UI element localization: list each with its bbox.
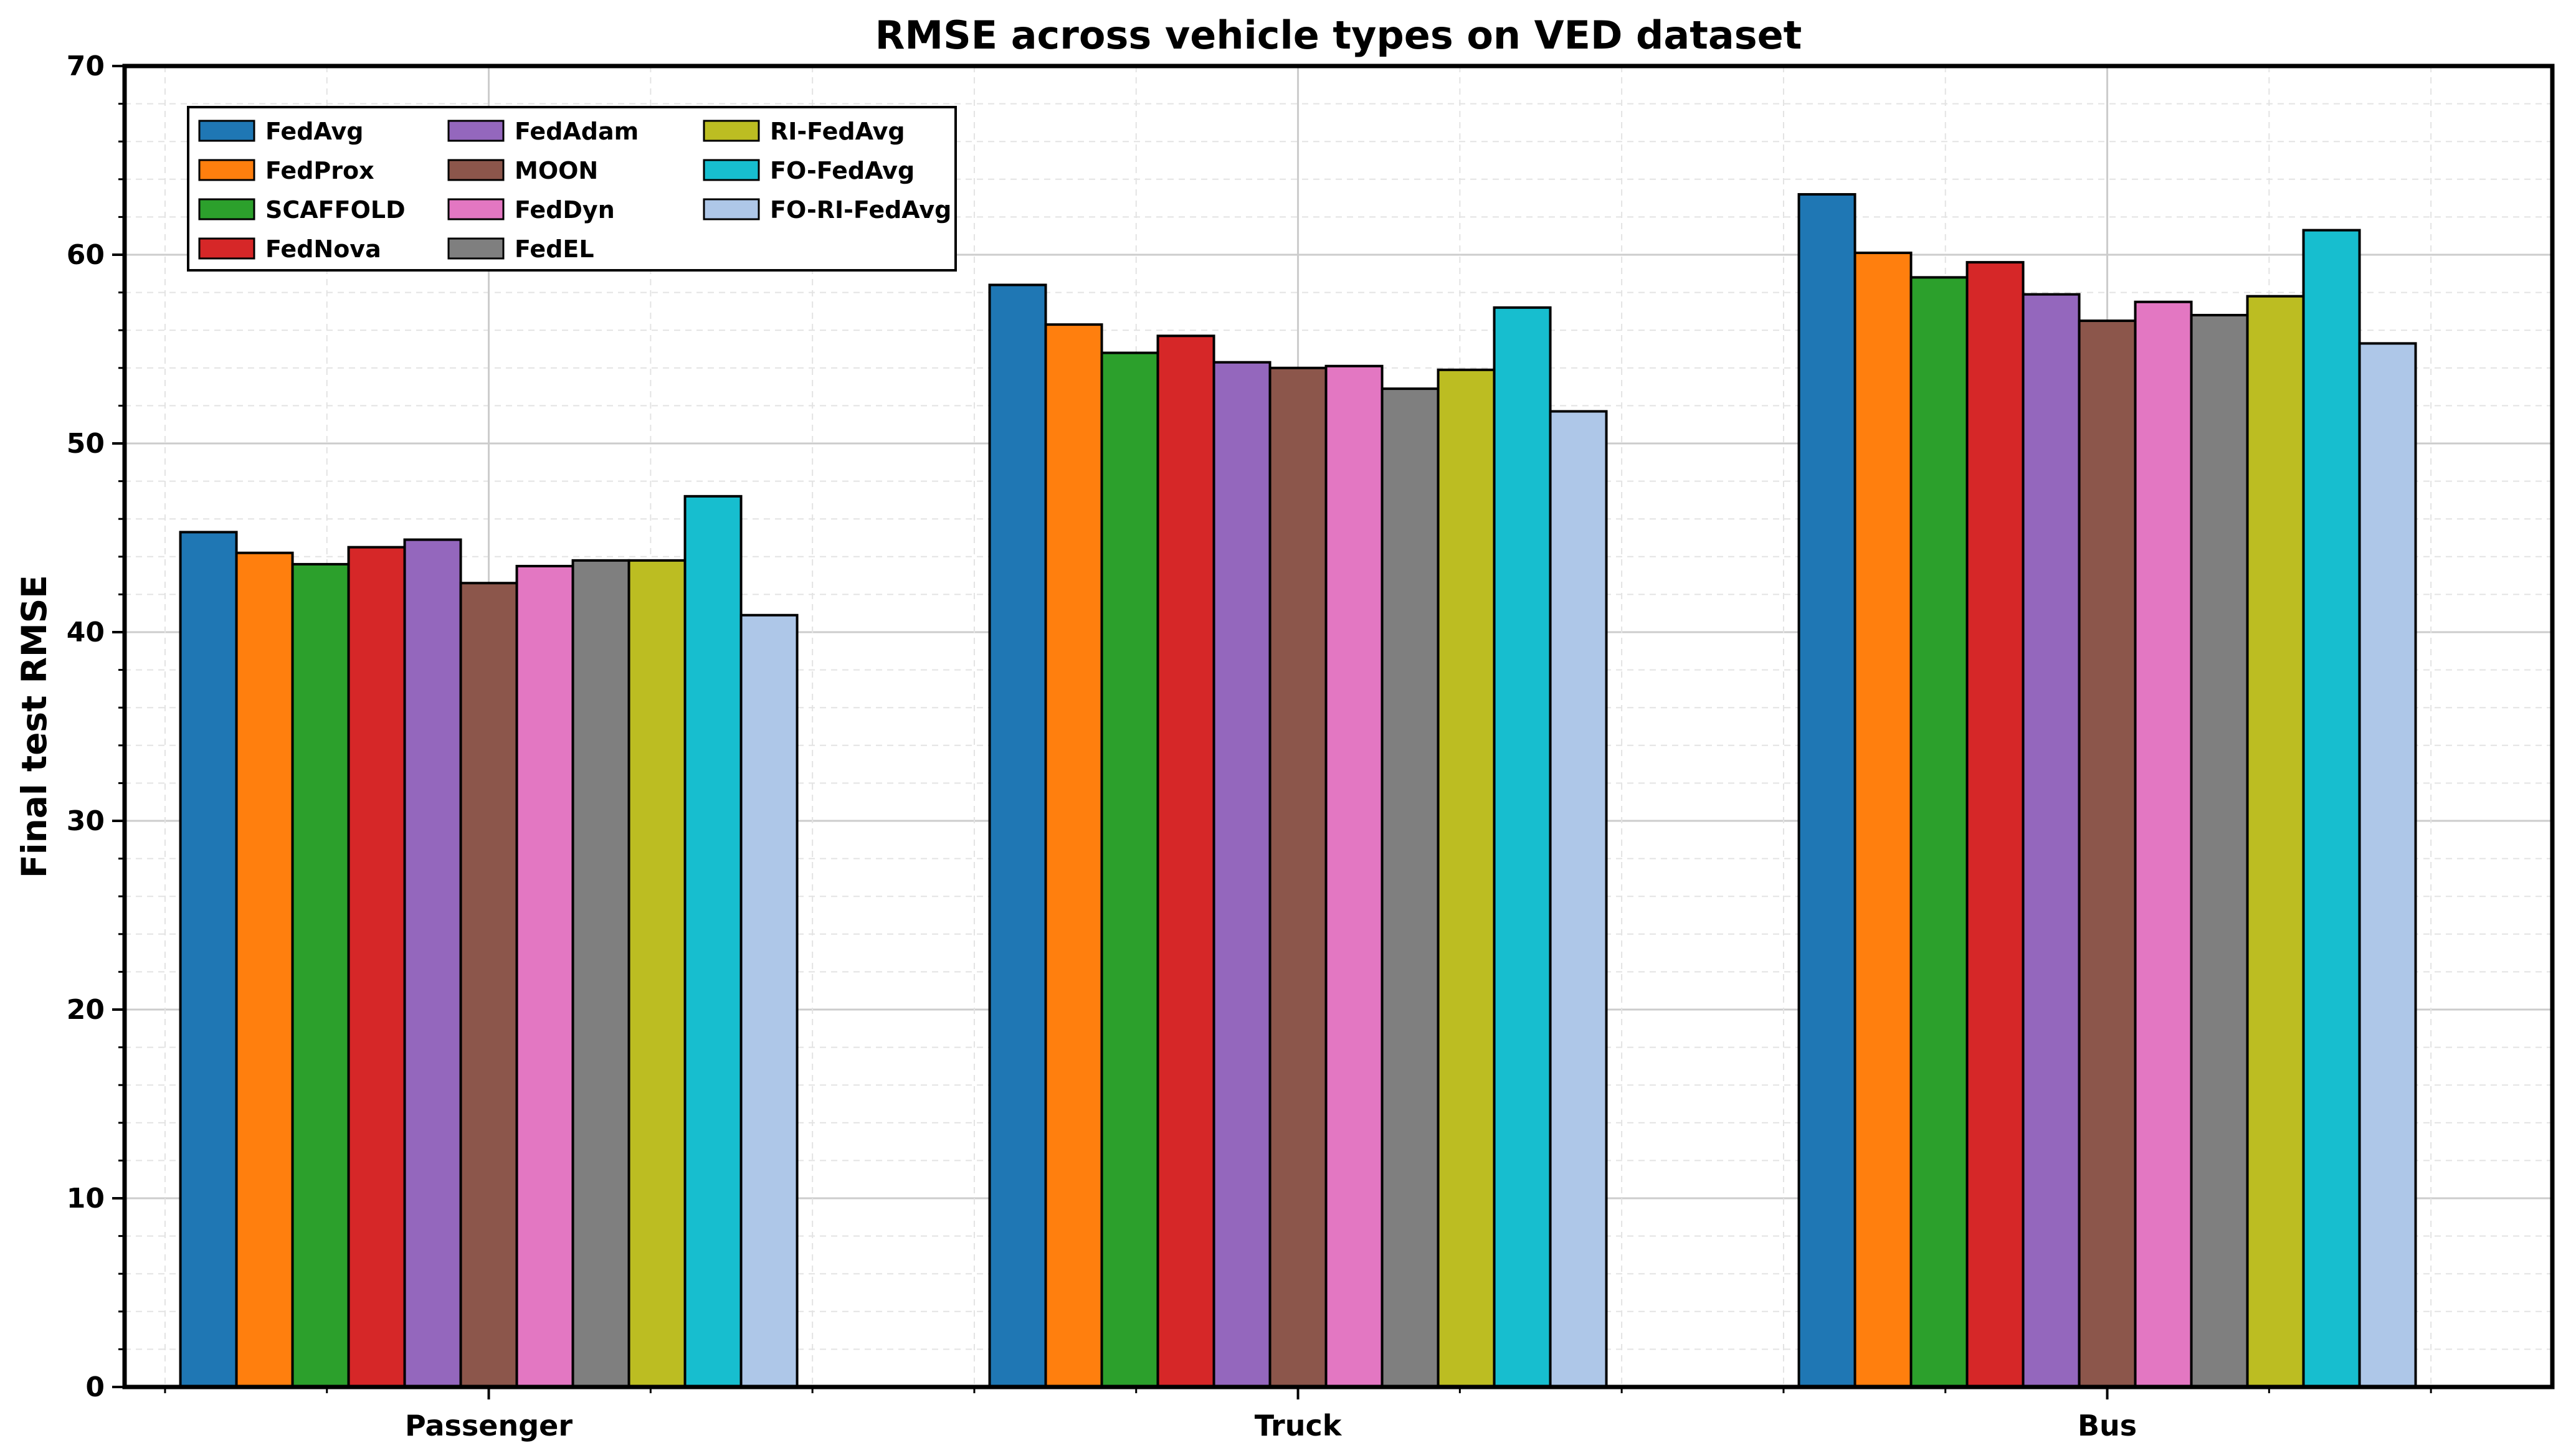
bar-fedadam-passenger (403, 538, 462, 1388)
bar-scaffold-truck (1100, 351, 1159, 1388)
bar-scaffold-passenger (291, 562, 350, 1388)
bar-feddyn-passenger (515, 564, 574, 1389)
legend-swatch (703, 198, 760, 220)
y-tick-label: 0 (85, 1371, 105, 1403)
legend-label: FedAdam (515, 118, 639, 145)
bar-fedprox-passenger (235, 551, 294, 1388)
bar-scaffold-bus (1909, 276, 1969, 1388)
chart-title: RMSE across vehicle types on VED dataset (875, 12, 1802, 58)
y-tick-label: 60 (67, 239, 105, 271)
y-tick-label: 50 (67, 428, 105, 460)
x-tick-label: Bus (2078, 1409, 2137, 1442)
legend-swatch (198, 198, 255, 220)
bar-moon-truck (1268, 366, 1328, 1388)
bar-fedel-bus (2190, 313, 2249, 1389)
bar-fedadam-bus (2022, 293, 2081, 1388)
bar-feddyn-truck (1324, 364, 1384, 1388)
bar-fedel-truck (1381, 387, 1440, 1388)
legend: FedAvg FedProx SCAFFOLD FedNova FedAdam MOON F… (187, 106, 957, 272)
legend-label: FO-RI-FedAvg (770, 196, 951, 224)
y-tick-label: 20 (67, 994, 105, 1026)
legend-label: RI-FedAvg (770, 118, 905, 145)
legend-label: MOON (515, 157, 598, 184)
legend-label: FedDyn (515, 196, 615, 224)
plot-frame (122, 64, 2555, 1389)
bar-ri-fedavg-passenger (627, 559, 687, 1388)
bar-ri-fedavg-bus (2246, 295, 2305, 1388)
legend-label: SCAFFOLD (265, 196, 406, 224)
bar-fo-ri-fedavg-bus (2358, 342, 2417, 1388)
y-axis-label: Final test RMSE (14, 575, 54, 878)
x-tick-label: Passenger (405, 1409, 573, 1442)
legend-swatch (447, 120, 505, 142)
y-tick-label: 70 (67, 50, 105, 82)
bar-feddyn-bus (2134, 300, 2193, 1388)
bar-fedprox-truck (1044, 323, 1103, 1388)
legend-swatch (703, 159, 760, 181)
legend-label: FedNova (265, 235, 381, 263)
bar-fednova-truck (1156, 334, 1215, 1388)
legend-label: FedEL (515, 235, 594, 263)
bar-ri-fedavg-truck (1437, 368, 1496, 1389)
bar-fedavg-truck (988, 283, 1047, 1389)
bar-fedavg-passenger (179, 531, 238, 1388)
bar-fo-fedavg-bus (2302, 229, 2361, 1388)
bar-moon-passenger (459, 582, 518, 1388)
y-tick-label: 10 (67, 1183, 105, 1214)
bar-fedprox-bus (1853, 251, 1913, 1389)
legend-swatch (447, 237, 505, 260)
legend-label: FedProx (265, 157, 374, 184)
legend-label: FedAvg (265, 118, 363, 145)
y-tick-label: 40 (67, 617, 105, 648)
legend-swatch (198, 120, 255, 142)
x-tick-label: Truck (1255, 1409, 1343, 1442)
bar-moon-bus (2078, 319, 2137, 1388)
bar-fo-fedavg-passenger (683, 495, 743, 1389)
legend-swatch (703, 120, 760, 142)
bar-fedadam-truck (1212, 361, 1271, 1389)
bars (179, 193, 2417, 1389)
bar-fo-ri-fedavg-passenger (739, 613, 799, 1388)
legend-swatch (198, 159, 255, 181)
bar-fo-ri-fedavg-truck (1549, 410, 1608, 1388)
legend-swatch (447, 159, 505, 181)
bar-fo-fedavg-truck (1493, 306, 1552, 1389)
bar-fedavg-bus (1797, 193, 1856, 1388)
legend-label: FO-FedAvg (770, 157, 915, 184)
y-tick-label: 30 (67, 805, 105, 837)
bar-fednova-passenger (347, 546, 406, 1388)
legend-swatch (198, 237, 255, 260)
bar-fednova-bus (1965, 261, 2025, 1388)
legend-box (187, 106, 957, 272)
legend-swatch (447, 198, 505, 220)
bar-fedel-passenger (571, 559, 630, 1388)
axis-ticks: 0 10 20 30 40 50 60 70 Passenger Truck Bus (67, 50, 2432, 1442)
